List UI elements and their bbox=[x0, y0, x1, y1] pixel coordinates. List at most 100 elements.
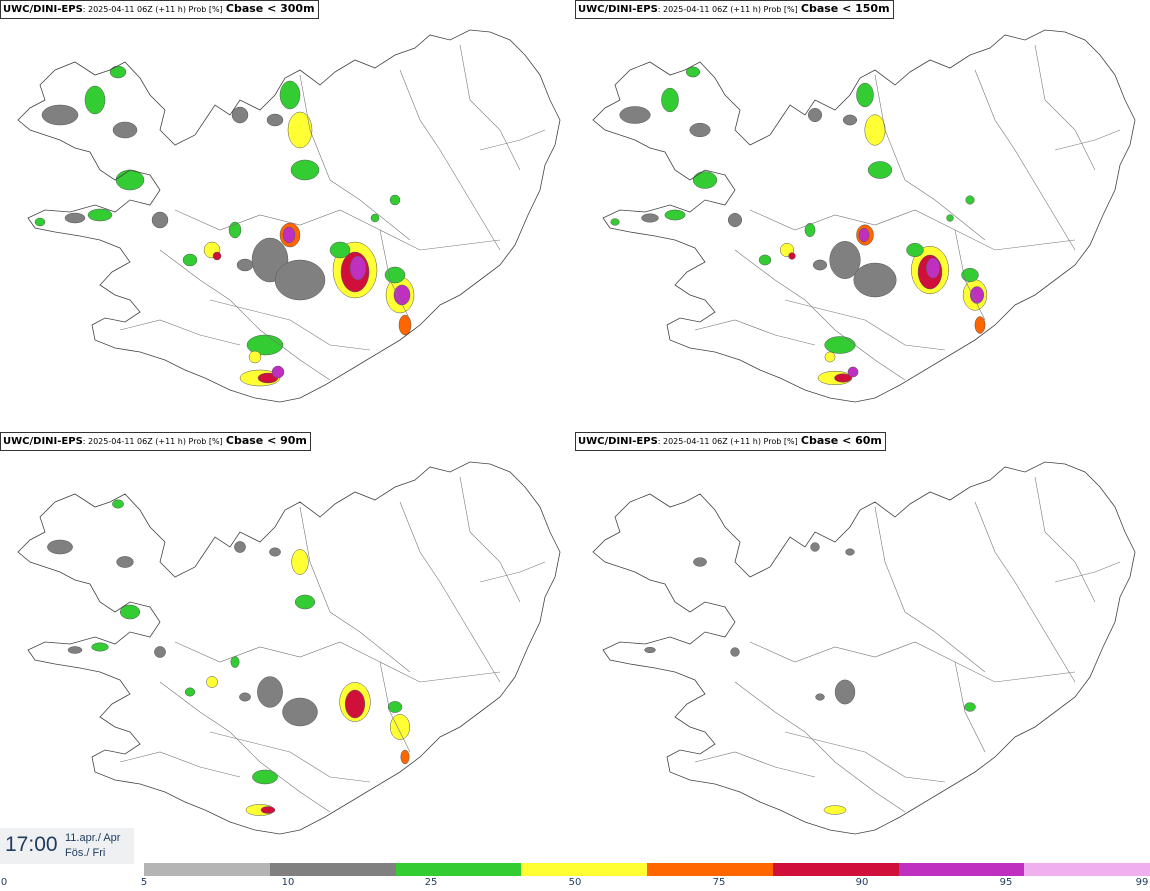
region-boundary bbox=[119, 319, 241, 346]
probability-area bbox=[151, 211, 169, 229]
probability-area bbox=[252, 769, 278, 785]
probability-area bbox=[693, 557, 707, 567]
probability-area bbox=[964, 702, 976, 712]
probability-area bbox=[864, 114, 886, 146]
probability-area bbox=[206, 676, 218, 688]
probability-area bbox=[294, 594, 316, 610]
colorbar-segment bbox=[1024, 863, 1150, 876]
probability-area bbox=[692, 171, 718, 189]
region-boundary bbox=[174, 209, 501, 251]
region-boundary bbox=[954, 229, 986, 321]
probability-area bbox=[116, 556, 134, 568]
probability-area bbox=[248, 350, 262, 364]
probability-area bbox=[34, 217, 46, 227]
map-panel-2: UWC/DINI-EPS: 2025-04-11 06Z (+11 h) Pro… bbox=[575, 0, 1150, 432]
probability-area bbox=[842, 114, 858, 126]
probability-area bbox=[845, 548, 855, 556]
probability-area bbox=[84, 85, 106, 115]
colorbar-segment bbox=[144, 863, 270, 876]
probability-area bbox=[282, 697, 318, 727]
probability-area bbox=[67, 646, 83, 654]
colorbar-ticks: 0 5 10 25 50 75 90 95 99 bbox=[0, 877, 1150, 891]
region-boundary bbox=[784, 299, 946, 351]
probability-area bbox=[112, 499, 124, 509]
panel-title: UWC/DINI-EPS: 2025-04-11 06Z (+11 h) Pro… bbox=[575, 0, 894, 19]
colorbar-tick-label: 5 bbox=[140, 877, 148, 888]
probability-area bbox=[847, 366, 859, 378]
valid-time-box: 17:00 11.apr./ Apr Fös./ Fri bbox=[0, 828, 134, 864]
probability-area bbox=[867, 161, 893, 179]
panel-title: UWC/DINI-EPS: 2025-04-11 06Z (+11 h) Pro… bbox=[0, 0, 319, 19]
region-boundary bbox=[749, 209, 1076, 251]
probability-area bbox=[279, 80, 301, 110]
probability-area bbox=[246, 334, 284, 356]
probability-area bbox=[389, 714, 411, 740]
map-panel-3: UWC/DINI-EPS: 2025-04-11 06Z (+11 h) Pro… bbox=[0, 432, 575, 864]
colorbar-tick-label: 10 bbox=[281, 877, 295, 888]
region-boundary bbox=[954, 661, 986, 753]
probability-area bbox=[834, 679, 856, 705]
iceland-map bbox=[592, 461, 1136, 835]
colorbar-segment bbox=[269, 863, 396, 876]
region-boundary bbox=[459, 44, 521, 171]
region-boundary bbox=[1054, 129, 1121, 151]
probability-area bbox=[641, 213, 659, 223]
run-info: : 2025-04-11 06Z (+11 h) Prob [%] bbox=[82, 437, 223, 446]
region-boundary bbox=[299, 74, 411, 241]
probability-area bbox=[274, 259, 326, 301]
probability-area bbox=[230, 656, 240, 668]
region-boundary bbox=[174, 641, 501, 683]
region-boundary bbox=[1054, 561, 1121, 583]
probability-area bbox=[41, 104, 79, 126]
probability-area bbox=[853, 262, 897, 298]
probability-area bbox=[282, 226, 296, 244]
region-boundary bbox=[399, 69, 501, 251]
parameter-label: Cbase < 90m bbox=[225, 434, 307, 447]
probability-area bbox=[824, 351, 836, 363]
probability-area bbox=[47, 539, 73, 555]
parameter-label: Cbase < 150m bbox=[800, 2, 890, 15]
region-boundary bbox=[974, 69, 1076, 251]
probability-area bbox=[834, 373, 852, 383]
probability-area bbox=[115, 169, 145, 191]
probability-area bbox=[685, 66, 701, 78]
probability-area bbox=[291, 549, 309, 575]
probability-area bbox=[154, 646, 166, 658]
probability-area bbox=[400, 749, 410, 765]
region-boundary bbox=[874, 74, 986, 241]
colorbar-tick-label: 0 bbox=[0, 877, 8, 888]
probability-area bbox=[212, 251, 222, 261]
region-boundary bbox=[399, 501, 501, 683]
colorbar-tick-label: 75 bbox=[712, 877, 726, 888]
probability-area bbox=[271, 365, 285, 379]
colorbar-tick-label: 99 bbox=[1135, 877, 1149, 888]
region-boundary bbox=[459, 476, 521, 603]
colorbar-tick-label: 50 bbox=[568, 877, 582, 888]
region-boundary bbox=[209, 299, 371, 351]
probability-area bbox=[823, 805, 847, 815]
probability-area bbox=[236, 258, 254, 272]
probability-area bbox=[961, 267, 979, 283]
model-name: UWC/DINI-EPS bbox=[3, 436, 83, 447]
colorbar-segment bbox=[898, 863, 1025, 876]
run-info: : 2025-04-11 06Z (+11 h) Prob [%] bbox=[82, 5, 223, 14]
model-name: UWC/DINI-EPS bbox=[578, 4, 658, 15]
region-boundary bbox=[784, 731, 946, 783]
probability-area bbox=[661, 87, 679, 113]
map-panel-1: UWC/DINI-EPS: 2025-04-11 06Z (+11 h) Pro… bbox=[0, 0, 575, 432]
probability-area bbox=[260, 806, 276, 814]
probability-area bbox=[398, 314, 412, 336]
probability-area bbox=[266, 113, 284, 127]
region-boundary bbox=[1034, 44, 1096, 171]
probability-area bbox=[184, 687, 196, 697]
parameter-label: Cbase < 60m bbox=[800, 434, 882, 447]
coastline bbox=[17, 461, 561, 835]
probability-area bbox=[239, 692, 251, 702]
iceland-map bbox=[17, 29, 561, 403]
region-boundary bbox=[299, 506, 411, 673]
probability-area bbox=[610, 218, 620, 226]
region-boundary bbox=[694, 319, 816, 346]
model-name: UWC/DINI-EPS bbox=[3, 4, 83, 15]
probability-area bbox=[87, 208, 113, 222]
colorbar-segment bbox=[647, 863, 773, 876]
